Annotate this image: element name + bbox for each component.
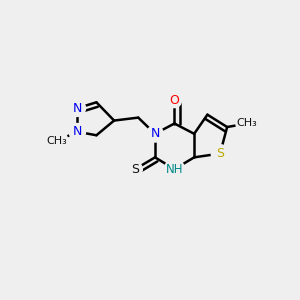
Text: N: N [73,125,82,138]
Text: NH: NH [166,163,183,176]
Circle shape [167,94,182,108]
Text: S: S [216,147,224,160]
Circle shape [211,145,229,162]
Text: O: O [169,94,179,107]
Text: CH₃: CH₃ [237,118,257,128]
Circle shape [236,112,258,135]
Circle shape [46,130,68,152]
Text: N: N [73,102,82,115]
Circle shape [164,159,184,179]
Text: S: S [131,163,139,176]
Circle shape [147,126,163,142]
Circle shape [69,100,85,116]
Text: N: N [150,127,160,140]
Circle shape [128,162,142,176]
Text: CH₃: CH₃ [46,136,67,146]
Circle shape [69,124,85,140]
